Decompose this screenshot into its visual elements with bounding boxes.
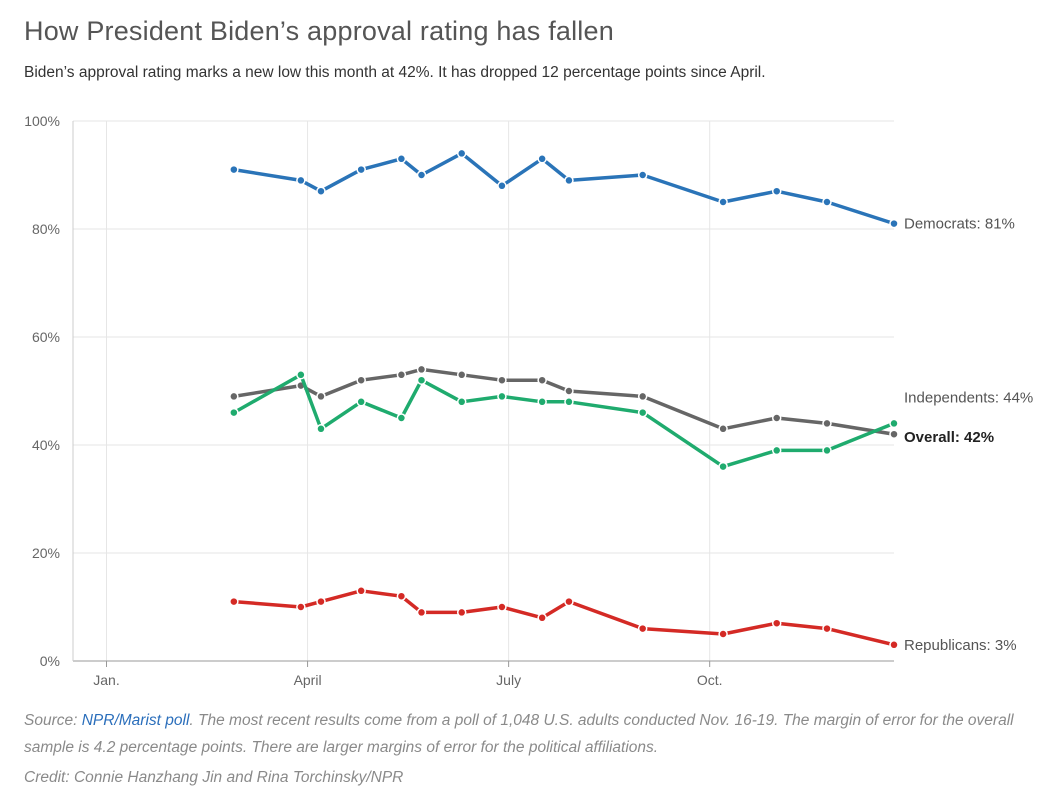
data-point	[416, 375, 427, 385]
source-prefix: Source:	[24, 712, 82, 729]
data-point	[822, 197, 832, 207]
data-point	[771, 186, 782, 196]
series-line	[232, 589, 896, 647]
x-tick-label: Oct.	[697, 672, 723, 688]
series-republicans	[229, 586, 899, 650]
data-point	[822, 623, 832, 634]
source-note: Source: NPR/Marist poll. The most recent…	[24, 707, 1034, 761]
data-point	[456, 397, 467, 407]
data-point	[296, 370, 306, 380]
data-point	[537, 375, 547, 385]
data-point	[718, 424, 728, 434]
data-point	[564, 397, 574, 407]
data-point	[296, 175, 306, 186]
y-tick-label: 0%	[40, 653, 60, 669]
series-label-democrats: Democrats: 81%	[904, 216, 1015, 233]
data-point	[356, 397, 366, 407]
axes: 0% 20% 40% 60% 80% 100% Jan. April July Oct.	[24, 113, 894, 688]
series-group	[229, 148, 899, 650]
y-tick-label: 60%	[32, 329, 60, 345]
data-point	[356, 586, 366, 596]
data-point	[229, 164, 239, 175]
data-point	[497, 391, 507, 402]
x-tick-label: April	[294, 672, 322, 688]
data-point	[771, 413, 782, 423]
data-point	[637, 391, 648, 402]
data-point	[637, 623, 648, 634]
y-tick-label: 40%	[32, 437, 60, 453]
series-labels: Democrats: 81% Overall: 42% Independents: …	[904, 216, 1033, 654]
data-point	[229, 596, 239, 607]
data-point	[396, 591, 407, 601]
data-point	[416, 364, 427, 375]
data-point	[316, 424, 326, 434]
data-point	[537, 613, 547, 623]
source-link[interactable]: NPR/Marist poll	[81, 712, 190, 729]
grid	[73, 120, 894, 662]
data-point	[296, 602, 306, 612]
x-tick-label: Jan.	[93, 672, 119, 688]
source-text: . The most recent results come from a po…	[24, 712, 1014, 756]
data-point	[356, 164, 366, 175]
data-point	[537, 397, 547, 407]
chart-title: How President Biden’s approval rating ha…	[24, 16, 614, 46]
data-point	[718, 629, 728, 639]
data-point	[229, 407, 239, 418]
data-point	[229, 391, 239, 402]
series-independents	[229, 370, 899, 472]
data-point	[822, 418, 832, 429]
data-point	[889, 418, 899, 429]
data-point	[497, 602, 507, 612]
series-democrats	[229, 148, 899, 229]
data-point	[889, 640, 899, 650]
data-point	[416, 170, 427, 180]
line-chart: 0% 20% 40% 60% 80% 100% Jan. April July Oct. Demo…	[24, 113, 1033, 688]
data-point	[889, 218, 899, 229]
data-point	[456, 607, 467, 618]
y-tick-label: 80%	[32, 221, 60, 237]
data-point	[316, 186, 326, 196]
data-point	[396, 154, 407, 164]
data-point	[718, 197, 728, 207]
credit-note: Credit: Connie Hanzhang Jin and Rina Tor…	[24, 769, 404, 786]
y-tick-label: 100%	[24, 113, 60, 129]
data-point	[416, 607, 427, 618]
series-label-independents: Independents: 44%	[904, 389, 1033, 406]
x-tick-label: July	[496, 672, 521, 688]
series-line	[232, 151, 896, 226]
data-point	[497, 181, 507, 191]
series-label-republicans: Republicans: 3%	[904, 637, 1017, 654]
y-tick-label: 20%	[32, 545, 60, 561]
data-point	[456, 148, 467, 159]
data-point	[771, 618, 782, 628]
data-point	[637, 407, 648, 418]
data-point	[564, 175, 574, 186]
data-point	[564, 596, 574, 607]
data-point	[718, 461, 728, 472]
data-point	[356, 375, 366, 385]
series-label-overall: Overall: 42%	[904, 429, 994, 446]
data-point	[889, 429, 899, 439]
data-point	[564, 386, 574, 396]
data-point	[537, 154, 547, 164]
data-point	[771, 445, 782, 456]
chart-subtitle: Biden’s approval rating marks a new low …	[24, 64, 766, 81]
data-point	[316, 596, 326, 607]
data-point	[456, 370, 467, 380]
data-point	[497, 375, 507, 385]
data-point	[822, 445, 832, 456]
data-point	[396, 370, 407, 380]
data-point	[316, 391, 326, 402]
data-point	[396, 413, 407, 423]
data-point	[637, 170, 648, 180]
